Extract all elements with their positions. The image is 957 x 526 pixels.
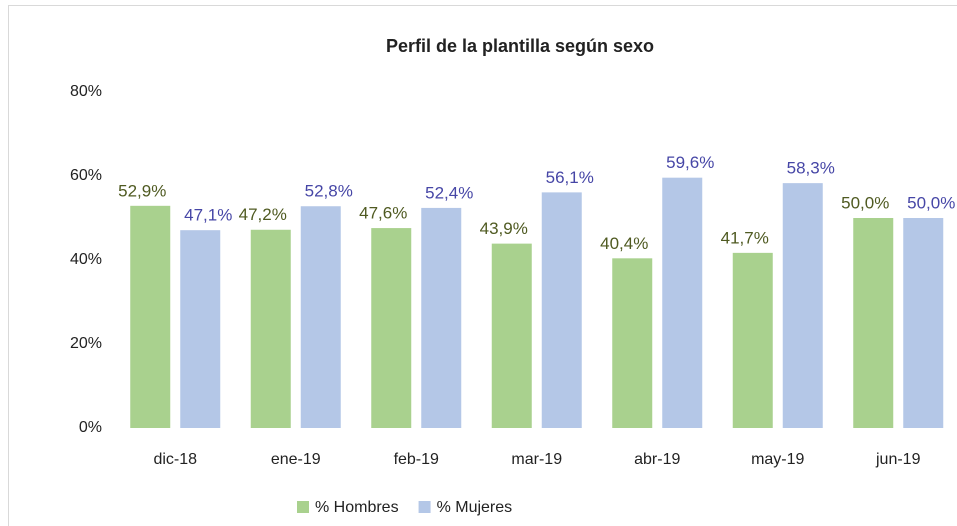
x-tick-label: may-19 bbox=[751, 451, 804, 468]
bar bbox=[853, 218, 894, 428]
data-label: 52,9% bbox=[118, 181, 166, 200]
bar bbox=[130, 205, 171, 428]
bar bbox=[300, 206, 341, 428]
legend-swatch bbox=[418, 501, 431, 513]
data-label: 43,9% bbox=[480, 219, 528, 238]
chart-title: Perfil de la plantilla según sexo bbox=[386, 36, 654, 56]
data-label: 59,6% bbox=[666, 153, 714, 172]
data-label: 47,6% bbox=[359, 204, 407, 223]
data-label: 58,3% bbox=[787, 159, 835, 178]
bar bbox=[732, 252, 773, 428]
bar bbox=[180, 230, 221, 428]
y-tick-label: 0% bbox=[79, 419, 102, 436]
data-label: 40,4% bbox=[600, 234, 648, 253]
x-tick-label: ene-19 bbox=[271, 451, 321, 468]
y-tick-label: 40% bbox=[70, 251, 102, 268]
bar bbox=[250, 229, 291, 428]
bar bbox=[782, 183, 823, 428]
data-label: 56,1% bbox=[546, 168, 594, 187]
bar bbox=[612, 258, 653, 428]
bar bbox=[541, 192, 582, 428]
y-tick-label: 80% bbox=[70, 83, 102, 100]
data-label: 47,1% bbox=[184, 206, 232, 225]
data-label: 47,2% bbox=[239, 205, 287, 224]
y-tick-label: 60% bbox=[70, 167, 102, 184]
data-label: 52,8% bbox=[305, 182, 353, 201]
bar bbox=[903, 218, 944, 428]
data-label: 50,0% bbox=[907, 193, 955, 212]
x-tick-label: dic-18 bbox=[153, 451, 197, 468]
x-tick-label: mar-19 bbox=[511, 451, 562, 468]
data-label: 52,4% bbox=[425, 183, 473, 202]
data-label: 41,7% bbox=[721, 228, 769, 247]
bar bbox=[421, 207, 462, 428]
data-label: 50,0% bbox=[841, 193, 889, 212]
bar bbox=[371, 228, 412, 428]
bar bbox=[491, 243, 532, 428]
legend-label: % Hombres bbox=[315, 499, 399, 516]
x-tick-label: feb-19 bbox=[394, 451, 439, 468]
legend-swatch bbox=[297, 501, 309, 513]
y-tick-label: 20% bbox=[70, 335, 102, 352]
legend-label: % Mujeres bbox=[437, 499, 513, 516]
x-tick-label: abr-19 bbox=[634, 451, 680, 468]
x-tick-label: jun-19 bbox=[875, 451, 921, 468]
bar bbox=[662, 177, 703, 428]
